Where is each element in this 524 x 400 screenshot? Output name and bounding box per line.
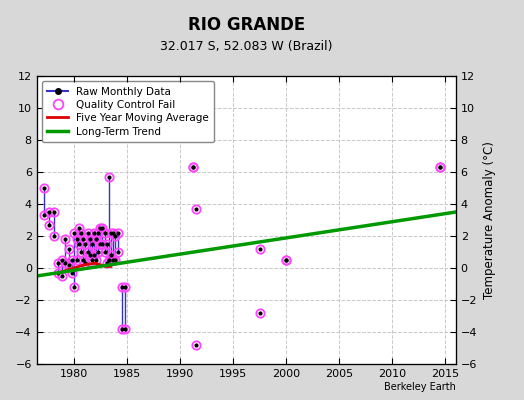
- Quality Control Fail: [104, 242, 110, 246]
- Quality Control Fail: [41, 186, 47, 190]
- Five Year Moving Average: [92, 261, 98, 266]
- Quality Control Fail: [89, 242, 95, 246]
- Quality Control Fail: [62, 237, 69, 242]
- Quality Control Fail: [91, 230, 97, 235]
- Quality Control Fail: [76, 226, 82, 230]
- Line: Quality Control Fail: Quality Control Fail: [40, 163, 444, 291]
- Quality Control Fail: [118, 285, 125, 290]
- Quality Control Fail: [71, 230, 77, 235]
- Quality Control Fail: [110, 230, 116, 235]
- Five Year Moving Average: [81, 262, 88, 267]
- Quality Control Fail: [82, 242, 89, 246]
- Quality Control Fail: [50, 210, 57, 214]
- Y-axis label: Temperature Anomaly (°C): Temperature Anomaly (°C): [483, 141, 496, 299]
- Quality Control Fail: [69, 258, 75, 262]
- Quality Control Fail: [55, 261, 61, 266]
- Quality Control Fail: [97, 226, 104, 230]
- Quality Control Fail: [80, 237, 86, 242]
- Quality Control Fail: [193, 206, 199, 211]
- Text: 32.017 S, 52.083 W (Brazil): 32.017 S, 52.083 W (Brazil): [160, 40, 333, 53]
- Quality Control Fail: [102, 230, 108, 235]
- Text: Berkeley Earth: Berkeley Earth: [384, 382, 456, 392]
- Quality Control Fail: [84, 230, 91, 235]
- Five Year Moving Average: [60, 269, 67, 274]
- Quality Control Fail: [66, 246, 72, 251]
- Five Year Moving Average: [103, 264, 109, 269]
- Quality Control Fail: [112, 234, 118, 238]
- Quality Control Fail: [78, 230, 84, 235]
- Quality Control Fail: [59, 258, 66, 262]
- Quality Control Fail: [74, 237, 80, 242]
- Quality Control Fail: [190, 165, 196, 170]
- Quality Control Fail: [283, 258, 289, 262]
- Five Year Moving Average: [108, 264, 114, 269]
- Quality Control Fail: [108, 230, 114, 235]
- Quality Control Fail: [100, 226, 106, 230]
- Five Year Moving Average: [71, 266, 77, 270]
- Quality Control Fail: [93, 237, 99, 242]
- Quality Control Fail: [95, 230, 101, 235]
- Text: RIO GRANDE: RIO GRANDE: [188, 16, 305, 34]
- Quality Control Fail: [46, 210, 52, 214]
- Quality Control Fail: [256, 246, 263, 251]
- Quality Control Fail: [437, 165, 443, 170]
- Five Year Moving Average: [97, 262, 104, 267]
- Line: Five Year Moving Average: Five Year Moving Average: [63, 263, 111, 271]
- Quality Control Fail: [122, 285, 128, 290]
- Quality Control Fail: [86, 237, 93, 242]
- Legend: Raw Monthly Data, Quality Control Fail, Five Year Moving Average, Long-Term Tren: Raw Monthly Data, Quality Control Fail, …: [42, 81, 214, 142]
- Quality Control Fail: [106, 174, 112, 179]
- Quality Control Fail: [115, 230, 122, 235]
